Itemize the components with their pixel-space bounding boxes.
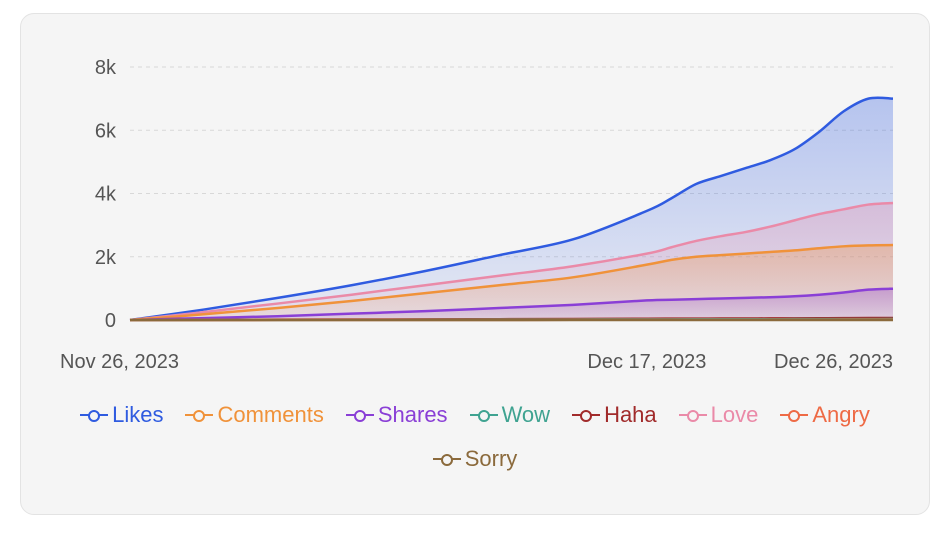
legend-item-comments[interactable]: Comments (185, 402, 324, 428)
legend-item-haha[interactable]: Haha (572, 402, 657, 428)
legend-marker-icon (780, 409, 809, 422)
legend-label: Haha (604, 402, 657, 427)
area-shares (130, 288, 893, 320)
y-tick-label: 0 (105, 310, 116, 332)
legend-label: Comments (217, 402, 324, 427)
legend-label: Wow (501, 402, 551, 427)
reactions-chart: 0 2k 4k 6k 8k Nov 26, 2023 Dec 17, 2023 Dec 26,… (60, 57, 894, 373)
legend-label: Angry (812, 402, 870, 427)
legend-marker-icon (572, 409, 601, 422)
legend-marker-icon (80, 409, 109, 422)
line-comments (129, 243, 894, 322)
legend-label: Sorry (464, 446, 518, 471)
legend-row-2: Sorry (20, 446, 930, 472)
legend-label: Shares (377, 402, 448, 427)
legend-item-wow[interactable]: Wow (469, 402, 551, 428)
legend-marker-icon (185, 409, 214, 422)
legend-item-likes[interactable]: Likes (80, 402, 163, 428)
x-tick-label: Dec 26, 2023 (774, 351, 893, 373)
x-tick-label: Nov 26, 2023 (60, 351, 179, 373)
legend-item-shares[interactable]: Shares (345, 402, 448, 428)
line-love (129, 201, 894, 322)
line-likes (129, 96, 894, 322)
legend-label: Likes (112, 402, 164, 427)
legend-label: Love (710, 402, 759, 427)
legend-marker-icon (469, 409, 498, 422)
legend-marker-icon (345, 409, 374, 422)
legend-marker-icon (678, 409, 707, 422)
y-tick-label: 6k (95, 120, 117, 142)
y-tick-label: 4k (95, 184, 117, 206)
legend-item-love[interactable]: Love (678, 402, 759, 428)
x-tick-label: Dec 17, 2023 (587, 351, 706, 373)
y-tick-label: 2k (95, 247, 117, 269)
legend-item-angry[interactable]: Angry (780, 402, 870, 428)
legend-marker-icon (432, 453, 461, 466)
legend-item-sorry[interactable]: Sorry (432, 446, 518, 472)
legend-row-1: Likes Comments Shares Wow Haha Love Angry (20, 402, 930, 428)
y-tick-label: 8k (95, 57, 117, 79)
line-shares (129, 287, 894, 322)
